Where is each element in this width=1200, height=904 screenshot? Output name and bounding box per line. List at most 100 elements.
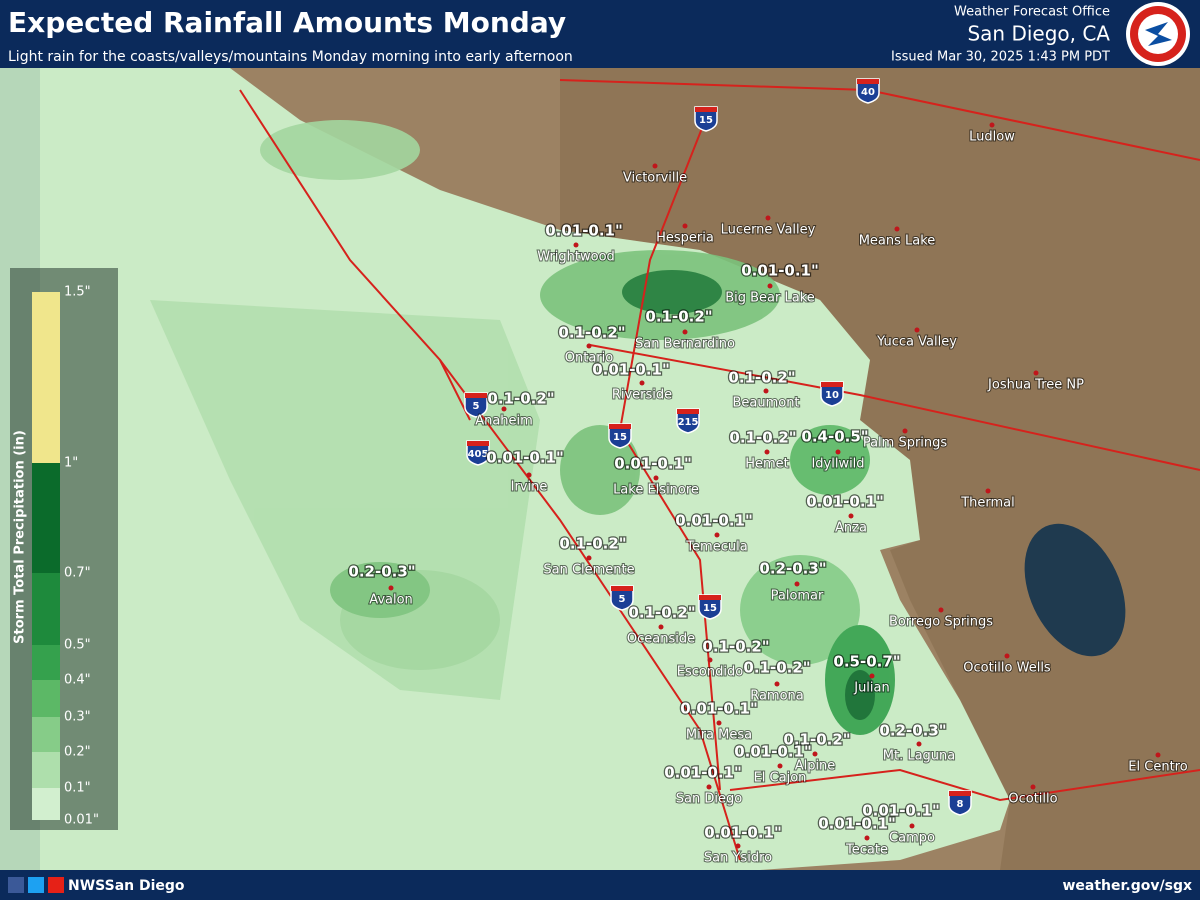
legend-label: 0.2" [64, 745, 91, 760]
city-dot [682, 329, 688, 335]
legend-label: 0.7" [64, 566, 91, 581]
city-label: Riverside [612, 388, 672, 403]
rainfall-amount: 0.1-0.2" [628, 604, 695, 622]
rainfall-amount: 0.01-0.1" [704, 824, 782, 842]
legend-label: 0.5" [64, 638, 91, 653]
city-label: Alpine [795, 759, 836, 774]
city-dot [652, 163, 658, 169]
rainfall-amount: 0.2-0.3" [879, 722, 946, 740]
rainfall-amount: 0.01-0.1" [806, 493, 884, 511]
legend-box [10, 268, 118, 830]
city-dot [909, 823, 915, 829]
city-dot [735, 843, 741, 849]
city-dot [774, 681, 780, 687]
rainfall-amount: 0.1-0.2" [645, 308, 712, 326]
rainfall-amount: 0.01-0.1" [675, 512, 753, 530]
interstate-number: 10 [825, 390, 839, 401]
shield-top [677, 409, 699, 414]
interstate-shield [610, 585, 634, 611]
rainfall-amount: 0.1-0.2" [729, 429, 796, 447]
city-dot [848, 513, 854, 519]
legend-swatch [32, 645, 60, 680]
city-label: Hesperia [656, 231, 714, 246]
city-dot [1030, 784, 1036, 790]
rainfall-amount: 0.01-0.1" [862, 802, 940, 820]
interstate-number: 15 [613, 432, 627, 443]
rainfall-amount: 0.1-0.2" [783, 731, 850, 749]
city-dot [864, 835, 870, 841]
facebook-icon[interactable] [8, 877, 24, 893]
issued: Issued Mar 30, 2025 1:43 PM PDT [891, 50, 1110, 65]
interstate-shield [464, 392, 488, 418]
rainfall-amount: 0.01-0.1" [818, 815, 896, 833]
rainfall-amount: 0.1-0.2" [487, 390, 554, 408]
rainfall-amount: 0.01-0.1" [741, 262, 819, 280]
city-dot [763, 388, 769, 394]
legend-swatch [32, 752, 60, 788]
twitter-icon[interactable] [28, 877, 44, 893]
city-dot [767, 283, 773, 289]
city-dot [586, 343, 592, 349]
city-label: Irvine [511, 480, 548, 495]
city-dot [777, 763, 783, 769]
shield-top [611, 586, 633, 591]
rainfall-amount: 0.01-0.1" [592, 361, 670, 379]
city-label: San Bernardino [635, 337, 735, 352]
shield-top [699, 595, 721, 600]
city-label: Avalon [369, 593, 413, 608]
city-label: Anaheim [475, 414, 533, 429]
rainfall-amount: 0.1-0.2" [702, 638, 769, 656]
interstate-shield [694, 106, 718, 132]
city-label: San Clemente [543, 563, 634, 578]
city-dot [658, 624, 664, 630]
subtitle: Light rain for the coasts/valleys/mounta… [8, 49, 573, 65]
rainfall-amount: 0.1-0.2" [743, 659, 810, 677]
desert [560, 68, 1200, 870]
shield-top [465, 393, 487, 398]
city-label: Victorville [623, 171, 687, 186]
rainfall-amount: 0.01-0.1" [545, 222, 623, 240]
location: San Diego, CA [967, 22, 1110, 46]
city-dot [716, 720, 722, 726]
shield-top [467, 441, 489, 446]
shield-top [857, 79, 879, 84]
interstate-shield [856, 78, 880, 104]
city-label: Borrego Springs [889, 615, 993, 630]
city-label: Thermal [960, 496, 1015, 511]
city-dot [573, 242, 579, 248]
city-label: Oceanside [627, 632, 695, 647]
city-dot [653, 475, 659, 481]
city-dot [526, 472, 532, 478]
interstate-number: 215 [678, 417, 699, 428]
city-dot [1155, 752, 1161, 758]
city-label: El Centro [1128, 760, 1187, 775]
city-dot [639, 380, 645, 386]
interstate-number: 15 [703, 603, 717, 614]
city-label: Julian [853, 681, 890, 696]
city-label: Lucerne Valley [721, 223, 816, 238]
rainfall-amount: 0.01-0.1" [680, 700, 758, 718]
rainfall-amount: 0.2-0.3" [348, 563, 415, 581]
legend-title: Storm Total Precipitation (in) [13, 430, 28, 644]
rainfall-amount: 0.01-0.1" [664, 764, 742, 782]
legend-label: 0.3" [64, 710, 91, 725]
city-label: Wrightwood [537, 250, 615, 265]
city-dot [1033, 370, 1039, 376]
legend-label: 0.01" [64, 813, 99, 828]
rainfall-amount: 0.1-0.2" [559, 535, 626, 553]
city-label: Mt. Laguna [883, 749, 955, 764]
interstate-shield [820, 381, 844, 407]
footer-url[interactable]: weather.gov/sgx [1062, 878, 1192, 894]
interstate-number: 15 [699, 115, 713, 126]
shield-top [821, 382, 843, 387]
interstate-shield [948, 790, 972, 816]
footer-bar [0, 870, 1200, 900]
city-dot [388, 585, 394, 591]
city-dot [707, 657, 713, 663]
city-dot [765, 215, 771, 221]
youtube-icon[interactable] [48, 877, 64, 893]
city-label: Anza [835, 521, 867, 536]
legend-swatch [32, 680, 60, 717]
city-label: San Diego [676, 792, 742, 807]
